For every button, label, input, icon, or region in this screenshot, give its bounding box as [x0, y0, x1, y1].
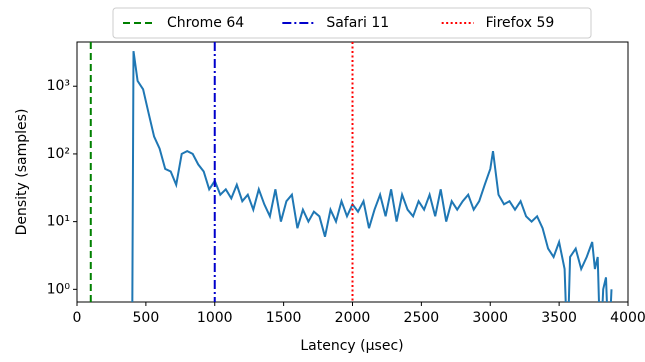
x-tick-label: 3000: [472, 310, 508, 326]
y-tick-label: 10¹: [47, 214, 70, 230]
x-tick-label: 0: [73, 310, 82, 326]
x-tick-label: 1000: [197, 310, 233, 326]
legend-label: Firefox 59: [486, 15, 555, 31]
x-axis-label: Latency (μsec): [300, 338, 403, 354]
legend-label: Chrome 64: [167, 15, 244, 31]
x-tick-label: 3500: [541, 310, 577, 326]
plot-area: [89, 42, 613, 302]
x-tick-label: 1500: [266, 310, 302, 326]
y-tick-label: 10⁰: [47, 281, 71, 297]
x-tick-label: 2000: [335, 310, 371, 326]
x-tick-label: 2500: [404, 310, 440, 326]
y-tick-label: 10²: [47, 146, 70, 162]
legend-label: Safari 11: [326, 15, 389, 31]
x-tick-label: 500: [133, 310, 160, 326]
y-tick-label: 10³: [47, 78, 70, 94]
data-line: [131, 50, 613, 302]
y-axis-label: Density (samples): [14, 109, 30, 236]
legend-box: [112, 7, 592, 39]
x-tick-label: 4000: [610, 310, 645, 326]
